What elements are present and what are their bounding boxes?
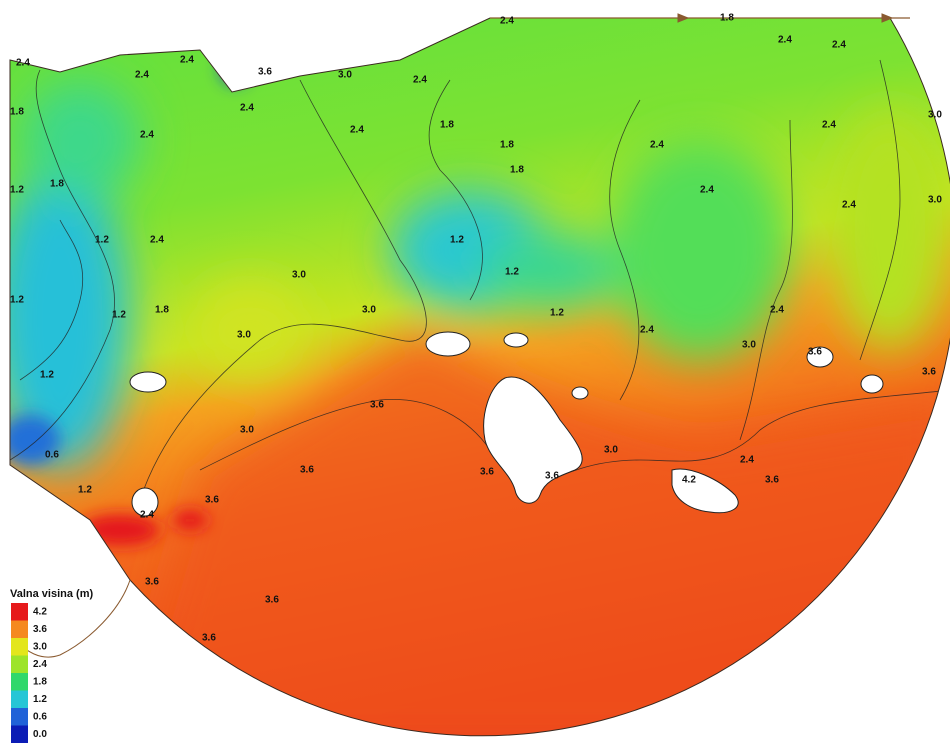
contour-label: 1.2 (78, 485, 92, 496)
contour-label: 2.4 (350, 125, 364, 136)
contour-label: 2.4 (832, 40, 846, 51)
contour-label: 3.0 (928, 195, 942, 206)
contour-label: 2.4 (240, 103, 254, 114)
legend-swatch (11, 638, 28, 656)
contour-label: 1.2 (10, 295, 24, 306)
contour-label: 1.2 (95, 235, 109, 246)
contour-label: 1.2 (450, 235, 464, 246)
contour-label: 2.4 (413, 75, 427, 86)
contour-label: 4.2 (682, 475, 696, 486)
contour-label: 2.4 (700, 185, 714, 196)
contour-label: 3.6 (145, 577, 159, 588)
contour-label: 1.8 (10, 107, 24, 118)
contour-label: 3.6 (808, 347, 822, 358)
contour-label: 1.8 (155, 305, 169, 316)
contour-label: 3.0 (237, 330, 251, 341)
contour-label: 1.8 (510, 165, 524, 176)
islands (129, 331, 884, 517)
contour-label: 3.6 (480, 467, 494, 478)
domain-outline (9, 17, 950, 737)
legend-swatch (11, 620, 28, 638)
contour-label: 3.0 (928, 110, 942, 121)
contour-label: 2.4 (650, 140, 664, 151)
legend-swatch (11, 708, 28, 726)
contour-label: 1.2 (550, 308, 564, 319)
legend-label: 2.4 (33, 659, 47, 670)
contour-label: 2.4 (16, 58, 30, 69)
contour-label: 1.2 (10, 185, 24, 196)
legend-label: 1.2 (33, 694, 47, 705)
contour-label: 2.4 (180, 55, 194, 66)
contour-label: 2.4 (842, 200, 856, 211)
legend-label: 4.2 (33, 607, 47, 618)
contour-label: 3.6 (265, 595, 279, 606)
contour-label: 3.0 (338, 70, 352, 81)
legend-swatch (11, 673, 28, 691)
contour-label: 3.6 (370, 400, 384, 411)
contour-label: 2.4 (822, 120, 836, 131)
contour-label: 2.4 (135, 70, 149, 81)
legend-label: 3.0 (33, 642, 47, 653)
contour-label: 1.2 (40, 370, 54, 381)
contour-label: 2.4 (740, 455, 754, 466)
contour-label: 3.0 (292, 270, 306, 281)
contour-label: 2.4 (140, 130, 154, 141)
contour-label: 3.0 (742, 340, 756, 351)
contour-label: 3.6 (300, 465, 314, 476)
legend-swatch (11, 655, 28, 673)
contour-label: 3.6 (765, 475, 779, 486)
legend-label: 0.0 (33, 729, 47, 740)
contour-label: 1.8 (440, 120, 454, 131)
legend: Valna visina (m) 4.2 3.6 3.0 2.4 1.8 1.2 0.6 0.… (10, 588, 93, 743)
contour-label: 2.4 (778, 35, 792, 46)
contour-label: 1.2 (505, 267, 519, 278)
legend-title: Valna visina (m) (10, 588, 93, 600)
contour-labels: 2.4 1.8 2.4 2.4 3.6 3.0 2.4 2.4 1.8 2.4 2.4 3.0 2.4 1… (10, 13, 942, 644)
contour-label: 3.0 (604, 445, 618, 456)
contour-label: 3.6 (205, 495, 219, 506)
contour-label: 3.6 (202, 633, 216, 644)
legend-swatch (11, 603, 28, 621)
contour-label: 1.8 (500, 140, 514, 151)
contour-label: 1.2 (112, 310, 126, 321)
contour-label: 0.6 (45, 450, 59, 461)
contour-label: 1.8 (50, 179, 64, 190)
contour-label: 3.6 (545, 471, 559, 482)
contour-label: 2.4 (500, 16, 514, 27)
contour-label: 3.0 (362, 305, 376, 316)
contour-label: 3.0 (240, 425, 254, 436)
contour-label: 2.4 (150, 235, 164, 246)
contour-label: 2.4 (770, 305, 784, 316)
contour-label: 3.6 (922, 367, 936, 378)
legend-swatch (11, 690, 28, 708)
legend-label: 0.6 (33, 712, 47, 723)
contour-label: 2.4 (640, 325, 654, 336)
contour-label: 3.6 (258, 67, 272, 78)
legend-label: 3.6 (33, 624, 47, 635)
contour-label: 2.4 (140, 510, 154, 521)
legend-label: 1.8 (33, 677, 47, 688)
boundary-arrows (490, 13, 910, 23)
legend-swatch (11, 725, 28, 743)
contour-label: 1.8 (720, 13, 734, 24)
